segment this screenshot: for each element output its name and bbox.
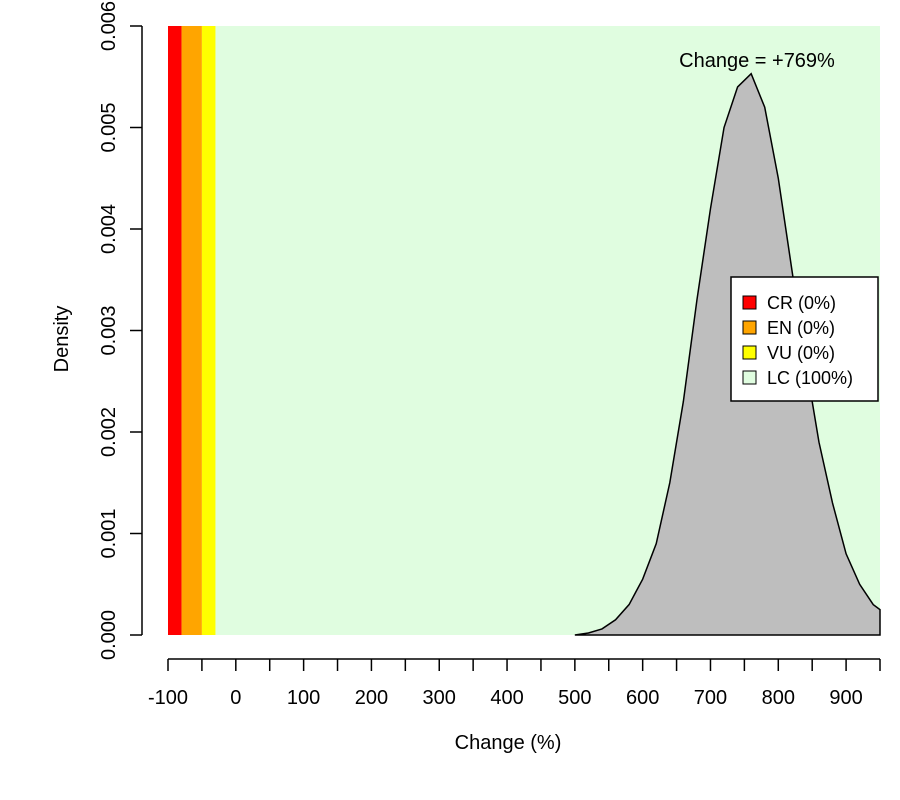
y-axis: 0.000 0.001 0.002 0.003 0.004 0.005 0.006 (98, 1, 143, 660)
y-tick-label: 0.006 (98, 1, 120, 51)
zone-cr (168, 26, 182, 635)
legend: CR (0%) EN (0%) VU (0%) LC (100%) (730, 276, 879, 402)
y-tick-label: 0.002 (98, 407, 120, 457)
x-tick-label: 900 (829, 687, 862, 709)
x-tick-label: 700 (694, 687, 727, 709)
density-curve (574, 72, 881, 636)
x-tick-label: 500 (558, 687, 591, 709)
x-tick-label: -100 (148, 687, 188, 709)
y-tick-label: 0.003 (98, 305, 120, 355)
legend-swatch (742, 295, 757, 310)
x-tick-label: 600 (626, 687, 659, 709)
y-tick-label: 0.000 (98, 610, 120, 660)
legend-label: VU (0%) (767, 343, 835, 363)
legend-swatch (742, 320, 757, 335)
zone-vu (201, 26, 216, 635)
legend-swatch (742, 370, 757, 385)
y-axis-label: Density (51, 306, 73, 373)
change-annotation: Change = +769% (679, 50, 835, 72)
y-tick-label: 0.001 (98, 508, 120, 558)
legend-swatch (742, 345, 757, 360)
x-tick-label: 300 (423, 687, 456, 709)
x-tick-label: 100 (287, 687, 320, 709)
x-tick-label: 0 (230, 687, 241, 709)
x-tick-label: 800 (762, 687, 795, 709)
zone-en (181, 26, 202, 635)
x-tick-label: 200 (355, 687, 388, 709)
x-axis: -100 0 100 200 300 400 500 600 700 800 900 (148, 658, 881, 709)
legend-label: CR (0%) (767, 293, 836, 313)
x-tick-label: 400 (490, 687, 523, 709)
y-tick-label: 0.004 (98, 204, 120, 254)
legend-label: LC (100%) (767, 368, 853, 388)
legend-label: EN (0%) (767, 318, 835, 338)
y-tick-label: 0.005 (98, 102, 120, 152)
x-axis-label: Change (%) (455, 732, 562, 754)
